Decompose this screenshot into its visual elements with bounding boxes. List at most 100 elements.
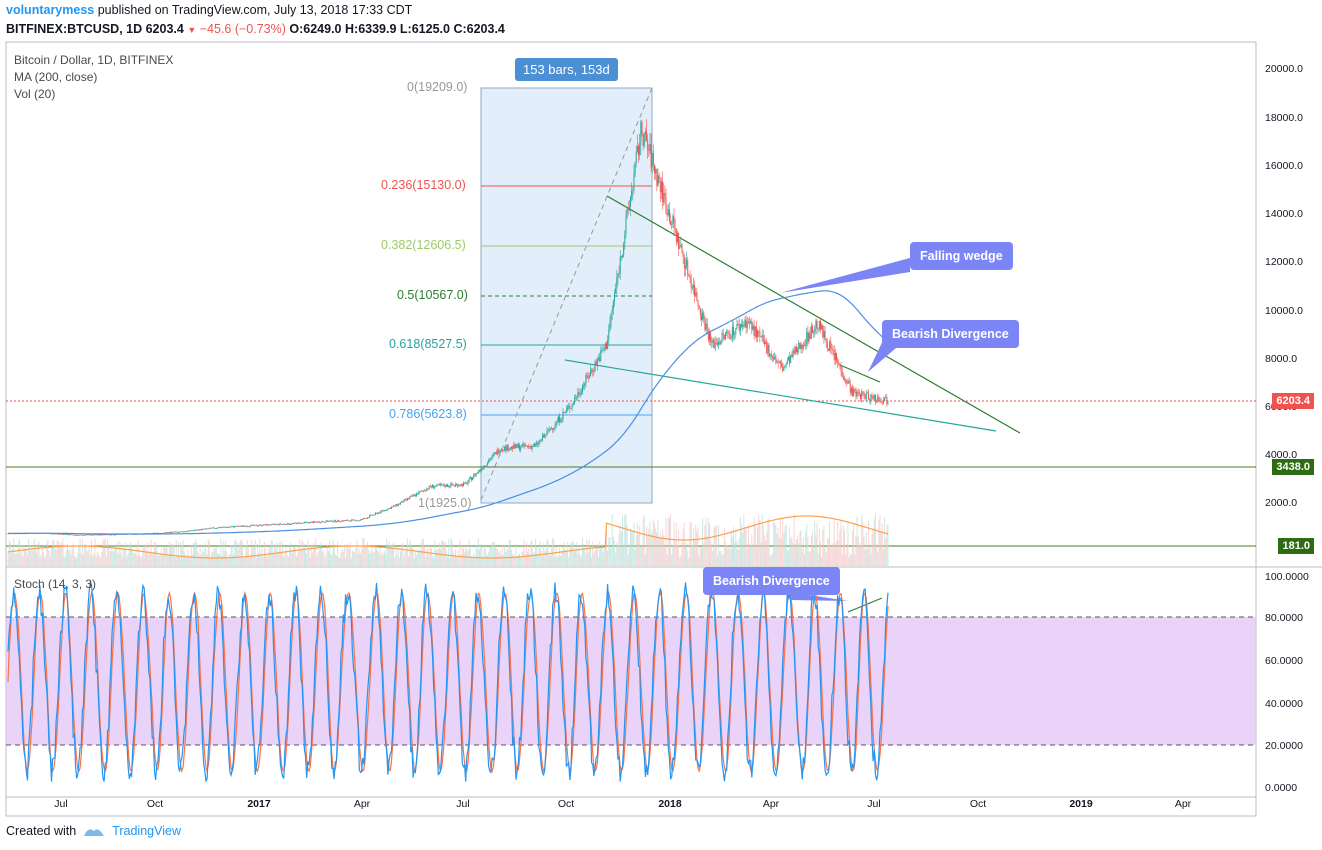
candle-body xyxy=(570,407,572,409)
volume-bar xyxy=(457,550,459,566)
volume-bar xyxy=(220,538,222,566)
volume-bar xyxy=(878,520,880,566)
volume-bar xyxy=(711,544,713,566)
time-axis[interactable]: Jul Oct 2017 Apr Jul Oct 2018 Apr Jul Oc… xyxy=(54,798,1191,810)
candle-body xyxy=(816,320,818,329)
candle-body xyxy=(687,259,689,276)
candle-body xyxy=(251,524,253,526)
candle-body xyxy=(783,366,785,371)
candle-body xyxy=(742,324,744,327)
candle-body xyxy=(166,532,168,534)
volume-bar xyxy=(651,530,653,566)
volume-bar xyxy=(191,554,193,566)
stoch-axis[interactable]: 100.0000 80.0000 60.0000 40.0000 20.0000… xyxy=(1265,571,1309,794)
volume-bar xyxy=(726,548,728,566)
candle-body xyxy=(625,217,627,235)
candle-body xyxy=(464,482,466,484)
volume-bar xyxy=(33,538,35,566)
volume-bar xyxy=(297,553,299,566)
candle-body xyxy=(483,465,485,468)
wedge-upper-line[interactable] xyxy=(606,195,1021,434)
candle-body xyxy=(331,520,333,522)
volume-bar xyxy=(505,552,507,566)
candle-body xyxy=(88,534,90,536)
candle-body xyxy=(417,493,419,495)
volume-bar xyxy=(167,555,169,566)
candle-body xyxy=(699,308,701,316)
volume-bar xyxy=(836,540,838,566)
candle-body xyxy=(308,522,310,524)
candle-body xyxy=(206,528,208,530)
volume-bar xyxy=(541,556,543,566)
candle-body xyxy=(855,390,857,397)
tradingview-brand-link[interactable]: TradingView xyxy=(112,824,181,838)
volume-bar xyxy=(377,550,379,566)
volume-bar xyxy=(450,538,452,566)
candle-body xyxy=(618,273,620,275)
candle-body xyxy=(824,331,826,341)
candle-body xyxy=(503,449,505,451)
candle-body xyxy=(522,443,524,446)
price-axis[interactable]: 20000.0 18000.0 16000.0 14000.0 12000.0 … xyxy=(1265,63,1303,509)
candle-body xyxy=(409,497,411,499)
y-tick-2000: 2000.0 xyxy=(1265,497,1297,509)
candle-body xyxy=(287,523,289,525)
candle-body xyxy=(801,344,803,349)
falling-wedge-callout[interactable]: Falling wedge xyxy=(910,242,1013,270)
candle-body xyxy=(243,525,245,527)
candle-body xyxy=(374,512,376,515)
candle-body xyxy=(794,347,796,354)
volume-bar xyxy=(157,555,159,566)
volume-bar xyxy=(380,554,382,566)
volume-bar xyxy=(731,536,733,566)
candle-body xyxy=(113,534,115,536)
candle-body xyxy=(849,383,851,393)
volume-bar xyxy=(728,546,730,566)
volume-bar xyxy=(700,547,702,566)
candle-body xyxy=(323,521,325,523)
volume-bar xyxy=(308,545,310,566)
volume-bar xyxy=(227,557,229,566)
volume-bar xyxy=(761,513,763,566)
volume-bar xyxy=(277,552,279,566)
volume-bar xyxy=(323,550,325,566)
candle-body xyxy=(696,291,698,301)
wedge-lower-line[interactable] xyxy=(564,359,997,432)
stoch-legend[interactable]: Stoch (14, 3, 3) xyxy=(14,577,97,591)
candle-body xyxy=(259,524,261,526)
candle-body xyxy=(458,485,460,487)
candle-body xyxy=(227,526,229,528)
volume-bar xyxy=(719,551,721,566)
bearish-divergence-callout-price[interactable]: Bearish Divergence xyxy=(882,320,1019,348)
candle-body xyxy=(239,525,241,527)
volume-bar xyxy=(509,540,511,566)
symbol-legend[interactable]: Bitcoin / Dollar, 1D, BITFINEX xyxy=(14,53,174,67)
candle-body xyxy=(806,331,808,345)
volume-bar xyxy=(194,543,196,566)
candle-body xyxy=(865,392,867,399)
bearish-divergence-callout-stoch[interactable]: Bearish Divergence xyxy=(703,567,840,595)
volume-bar xyxy=(880,531,882,566)
candle-body xyxy=(58,533,60,535)
candle-body xyxy=(330,520,332,522)
author-link[interactable]: voluntarymess xyxy=(6,3,95,17)
volume-bar xyxy=(108,543,110,566)
volume-bar xyxy=(375,548,377,566)
bars-measure-label[interactable]: 153 bars, 153d xyxy=(515,58,618,81)
vol-legend[interactable]: Vol (20) xyxy=(14,87,56,101)
volume-bar xyxy=(631,531,633,566)
volume-bar xyxy=(263,541,265,566)
candle-body xyxy=(842,376,844,380)
candle-body xyxy=(568,405,570,408)
candle-body xyxy=(580,392,582,394)
volume-bar xyxy=(744,526,746,566)
volume-bar xyxy=(104,539,106,566)
ma-legend[interactable]: MA (200, close) xyxy=(14,70,98,84)
volume-bar xyxy=(232,555,234,566)
candle-body xyxy=(65,533,67,535)
volume-bar xyxy=(511,550,513,566)
volume-bar xyxy=(428,553,430,566)
candle-body xyxy=(274,523,276,525)
volume-bar xyxy=(470,557,472,566)
